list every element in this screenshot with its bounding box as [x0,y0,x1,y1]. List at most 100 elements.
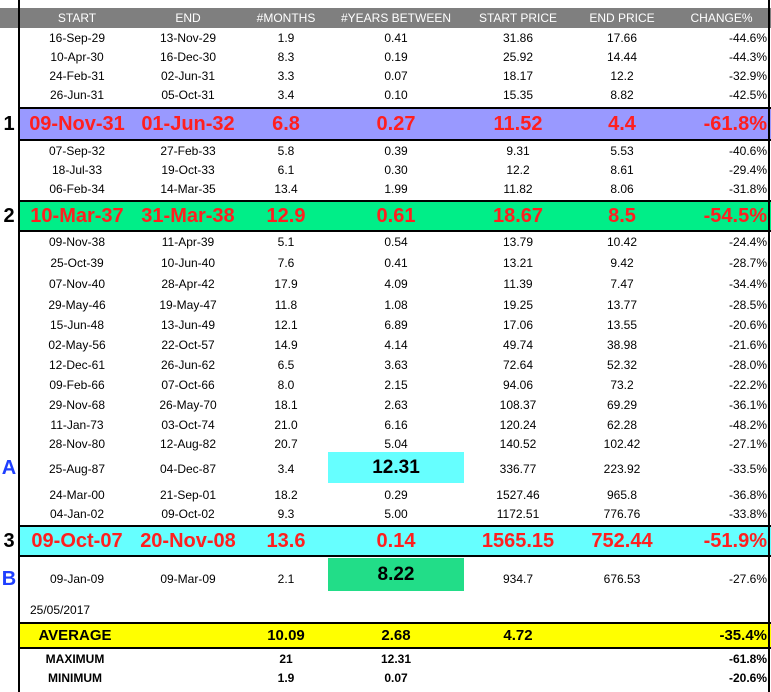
table-row: 15-Jun-48 13-Jun-49 12.1 6.89 17.06 13.55 -20.… [0,315,771,335]
cell-years: 0.54 [384,235,408,249]
cell-end: 03-Oct-74 [161,418,215,432]
years-between-highlight: 12.31 [328,452,464,483]
cell-end-price: 52.32 [606,358,638,372]
table-row: 09-Feb-66 07-Oct-66 8.0 2.15 94.06 73.2 -22.2% [0,375,771,395]
cell-end: 31-Mar-38 [141,204,235,227]
row-marker-b: B [1,567,17,590]
cell-change: -54.5% [703,204,767,227]
table-border [18,0,20,692]
years-between-highlight: 8.22 [328,558,464,591]
average-row: AVERAGE 10.09 2.68 4.72 -35.4% [18,622,771,649]
cell-start-price: 13.79 [502,235,534,249]
cell-years: 1.08 [384,298,408,312]
cell-years: 0.39 [384,143,408,158]
cell-end-price: 17.66 [606,31,638,45]
cell-months: 6.8 [272,112,300,135]
cell-start: 11-Jan-73 [50,418,104,432]
cell-start: 25-Aug-87 [48,461,106,476]
cell-change: -21.6% [728,338,767,352]
cell-change: -33.5% [728,461,767,476]
cell-start-price: 18.17 [502,69,534,83]
cell-start-price: 19.25 [502,298,534,312]
cell-start: 07-Nov-40 [48,277,106,291]
cell-end: 04-Dec-87 [159,461,217,476]
cell-end: 26-Jun-62 [160,358,216,372]
cell-start-price: 1527.46 [496,488,540,502]
cell-start: 09-Nov-38 [48,235,106,249]
cell-change: -24.4% [728,235,767,249]
cell-start-price: 934.7 [502,572,534,586]
cell-end: 05-Oct-31 [161,88,215,102]
cell-start: 06-Feb-34 [49,182,105,196]
cell-start: 10-Mar-37 [30,204,124,227]
minimum-row: MINIMUM 1.9 0.07 -20.6% [0,668,771,687]
cell-years: 1.99 [384,182,408,196]
table-row: 02-May-56 22-Oct-57 14.9 4.14 49.74 38.98 -21.… [0,335,771,355]
cell-years: 0.41 [384,256,408,270]
cell-end-price: 62.28 [606,418,638,432]
cell-end-price: 102.42 [603,437,641,451]
cell-months: 18.2 [274,488,298,502]
cell-months: 5.1 [277,235,295,249]
cell-start-price: 1565.15 [481,529,555,552]
cell-end: 14-Mar-35 [160,182,216,196]
cell-months: 3.3 [277,69,295,83]
cell-months: 13.6 [266,529,306,552]
cell-months: 3.4 [277,88,295,102]
table-row: 28-Nov-80 12-Aug-82 20.7 5.04 140.52 102.42 -2… [0,434,771,454]
cell-end-price: 223.92 [603,461,641,476]
cell-end-price: 5.53 [610,143,634,158]
cell-years: 5.00 [384,507,408,521]
cell-start: 25-Oct-39 [50,256,104,270]
cell-change: -33.8% [728,507,767,521]
maximum-row: MAXIMUM 21 12.31 -61.8% [0,649,771,668]
cell-start-price: 72.64 [502,358,534,372]
cell-start: 18-Jul-33 [51,162,103,177]
row-marker-1: 1 [3,112,15,135]
cell-start: 09-Jan-09 [49,572,105,586]
table-row: 07-Sep-32 27-Feb-33 5.8 0.39 9.31 5.53 -40.6% [0,141,771,160]
cell-start: 24-Mar-00 [49,488,105,502]
cell-start-price: 17.06 [502,318,534,332]
row-marker-2: 2 [3,204,15,227]
cell-end-price: 752.44 [591,529,653,552]
cell-years: 4.09 [384,277,408,291]
cell-start: 04-Jan-02 [49,507,105,521]
table-row: 10-Apr-30 16-Dec-30 8.3 0.19 25.92 14.44 -44.3… [0,47,771,67]
cell-months: 6.5 [277,358,295,372]
cell-end-price: 14.44 [606,50,638,64]
cell-months: 21 [279,651,293,666]
cell-start-price: 15.35 [502,88,534,102]
cell-change: -28.7% [728,256,767,270]
header-end: END [175,11,201,25]
cell-end: 22-Oct-57 [161,338,215,352]
cell-change: -36.1% [728,398,767,412]
cell-end: 01-Jun-32 [141,112,235,135]
cell-end-price: 676.53 [603,572,641,586]
cell-end: 09-Mar-09 [160,572,216,586]
cell-end: 13-Jun-49 [160,318,216,332]
cell-end-price: 8.61 [610,162,634,177]
cell-years: 6.89 [384,318,408,332]
table-row: 24-Feb-31 02-Jun-31 3.3 0.07 18.17 12.2 -32.9% [0,66,771,86]
cell-start: 16-Sep-29 [48,31,106,45]
cell-start-price: 31.86 [502,31,534,45]
table-row: 06-Feb-34 14-Mar-35 13.4 1.99 11.82 8.06 -31.8… [0,179,771,199]
cell-years: 0.07 [384,670,408,685]
row-marker-a: A [1,457,17,479]
cell-start-price: 11.82 [503,182,533,196]
cell-change: -35.4% [719,627,767,644]
cell-start: 09-Nov-31 [29,112,125,135]
header-end-price: END PRICE [589,11,655,25]
table-row: 26-Jun-31 05-Oct-31 3.4 0.10 15.35 8.82 -42.5% [0,85,771,105]
cell-years: 0.30 [384,162,408,177]
cell-months: 5.8 [277,143,295,158]
table-row: 25-Oct-39 10-Jun-40 7.6 0.41 13.21 9.42 -28.7% [0,253,771,273]
cell-change: -20.6% [728,318,767,332]
cell-end: 10-Jun-40 [160,256,216,270]
cell-end-price: 12.2 [610,69,634,83]
cell-end-price: 8.82 [610,88,634,102]
table-row: 04-Jan-02 09-Oct-02 9.3 5.00 1172.51 776.76 -3… [0,504,771,524]
cell-end: 09-Oct-02 [161,507,215,521]
table-row: 12-Dec-61 26-Jun-62 6.5 3.63 72.64 52.32 -28.0… [0,355,771,375]
